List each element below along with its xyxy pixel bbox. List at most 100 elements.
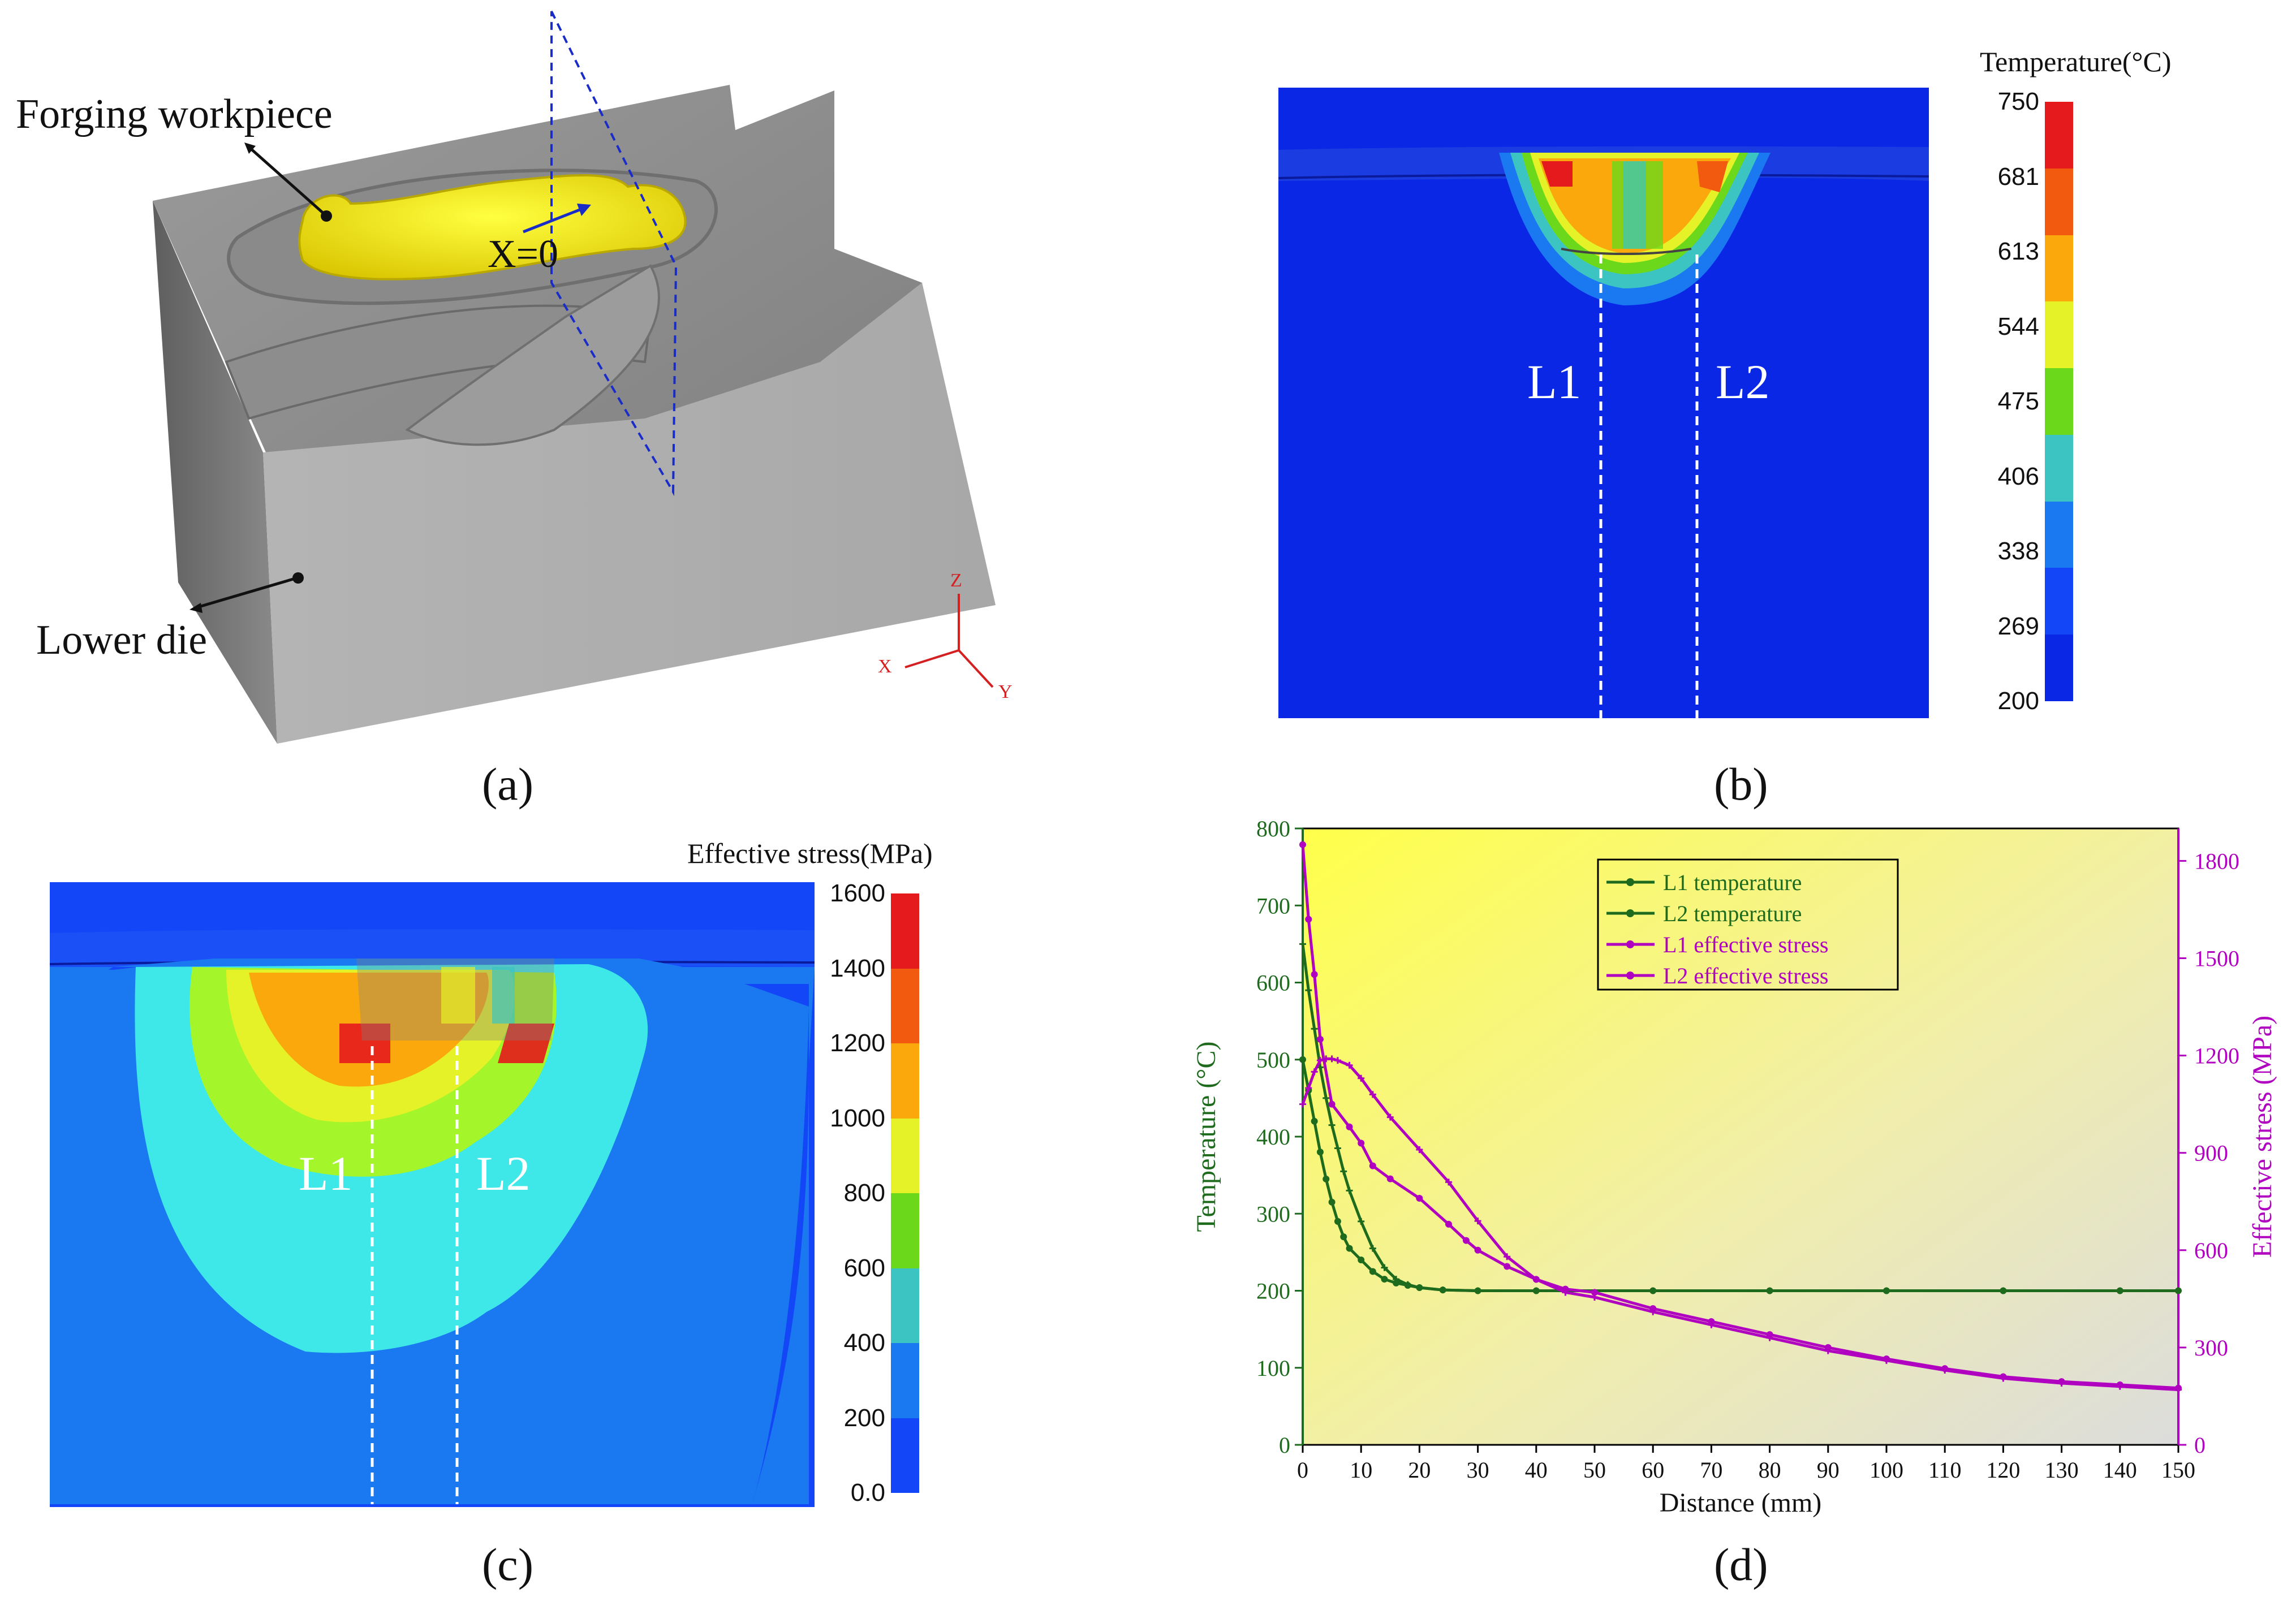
y-left-tick-label: 300 (1256, 1201, 1290, 1227)
x-tick-label: 120 (1986, 1457, 2020, 1483)
temperature-legend-swatch (2045, 368, 2073, 435)
temperature-legend-tick: 475 (1997, 387, 2039, 415)
series-point-3 (2058, 1380, 2065, 1387)
panel-a: Forging workpiece Lower die X=0 Z X Y (0, 0, 1075, 803)
series-point-0 (1340, 1233, 1347, 1241)
x-tick-label: 60 (1642, 1457, 1664, 1483)
series-point-2 (1346, 1123, 1353, 1130)
temperature-legend-tick: 406 (1997, 462, 2039, 490)
legend-ticks-b: 750 681 613 544 475 406 338 269 200 (1971, 88, 2039, 715)
series-point-3 (2116, 1383, 2123, 1390)
series-point-3 (1504, 1253, 1511, 1260)
series-point-1 (1439, 1286, 1446, 1294)
stress-legend-tick: 1600 (830, 879, 885, 907)
y-right-tick-label: 300 (2194, 1335, 2228, 1361)
series-point-3 (1323, 1055, 1330, 1063)
series-point-3 (1358, 1074, 1365, 1082)
die-pointer-dot (292, 572, 304, 584)
series-point-2 (1299, 841, 1306, 848)
series-point-3 (1562, 1289, 1569, 1296)
x-axis-title: Distance (mm) (1660, 1488, 1822, 1518)
temperature-legend-tick: 269 (1997, 612, 2039, 640)
legend-box (1597, 858, 1899, 991)
cutting-plane (550, 11, 678, 497)
series-point-1 (1334, 1145, 1341, 1152)
series-point-3 (1824, 1347, 1832, 1354)
temperature-legend-tick: 338 (1997, 537, 2039, 565)
temperature-legend-swatch (2045, 102, 2073, 169)
x-tick-label: 130 (2045, 1457, 2079, 1483)
temperature-legend-tick: 681 (1997, 162, 2039, 191)
legend-marker-0 (1626, 878, 1634, 886)
series-point-2 (1462, 1237, 1470, 1244)
series-point-3 (1369, 1091, 1376, 1098)
workpiece-pointer-head (244, 143, 256, 154)
series-point-3 (1649, 1308, 1657, 1315)
y-right-tick-label: 1500 (2194, 946, 2239, 971)
y-right-tick-label: 600 (2194, 1238, 2228, 1263)
plane-arrowhead (577, 204, 591, 216)
die-pointer (195, 576, 298, 610)
y-left-tick-label: 400 (1256, 1124, 1290, 1150)
series-point-2 (1316, 1035, 1324, 1043)
x-tick-label: 40 (1525, 1457, 1548, 1483)
series-point-1 (1883, 1287, 1890, 1294)
series-point-1 (1474, 1287, 1481, 1294)
stress-legend-swatch (891, 968, 919, 1043)
series-point-1 (2116, 1287, 2123, 1294)
legend-title-b: Temperature(°C) (1980, 46, 2172, 77)
series-point-3 (1766, 1334, 1773, 1341)
series-point-1 (1340, 1168, 1347, 1175)
legend-ticks-c: 1600 1400 1200 1000 800 600 400 200 0.0 (817, 879, 885, 1506)
series-point-3 (1311, 1068, 1318, 1076)
temperature-legend-swatch (2045, 501, 2073, 568)
x-tick-label: 70 (1700, 1457, 1722, 1483)
series-point-1 (1404, 1281, 1411, 1288)
series-point-2 (1311, 971, 1318, 978)
x-tick-label: 80 (1759, 1457, 1781, 1483)
series-point-0 (1369, 1268, 1376, 1275)
series-line-1 (1301, 944, 2178, 1292)
die-illustration (153, 11, 996, 744)
series-point-1 (1532, 1287, 1540, 1294)
series-point-3 (1334, 1057, 1341, 1064)
stress-legend-tick: 0.0 (850, 1479, 885, 1506)
series-point-1 (1358, 1218, 1365, 1225)
caption-a: (a) (482, 758, 534, 810)
stress-legend-tick: 400 (843, 1329, 885, 1357)
label-l2-c: L2 (476, 1146, 531, 1201)
die-side-face (153, 201, 277, 744)
y-axis-right-title: Effective stress (MPa) (2247, 1016, 2277, 1258)
series-point-0 (1346, 1245, 1353, 1252)
x-tick-label: 90 (1817, 1457, 1840, 1483)
plot-area (1302, 827, 2179, 1446)
series-point-3 (1386, 1113, 1394, 1121)
stress-contour (49, 882, 815, 1507)
series-point-1 (2000, 1287, 2007, 1294)
series-point-0 (1316, 1149, 1324, 1156)
y-left-tick-label: 200 (1256, 1279, 1290, 1304)
stress-legend-swatch (891, 1118, 919, 1193)
series-point-3 (1591, 1293, 1598, 1301)
series-point-0 (1381, 1276, 1388, 1283)
x-tick-label: 30 (1467, 1457, 1489, 1483)
label-l1-b: L1 (1527, 355, 1582, 409)
series-point-3 (1299, 1100, 1306, 1108)
chart-d-svg: 0 10 20 30 40 50 60 70 80 90 100 110 120 130 140 150010… (1191, 816, 2277, 1518)
legend-bar-b (2045, 102, 2073, 701)
legend-marker-2 (1626, 940, 1634, 948)
label-lower-die: Lower die (36, 617, 208, 663)
y-right-tick-label: 0 (2194, 1432, 2205, 1458)
y-right-tick-label: 1200 (2194, 1043, 2239, 1069)
temperature-legend-swatch (2045, 168, 2073, 235)
y-left-tick-label: 800 (1256, 816, 1290, 841)
series-point-2 (1504, 1263, 1511, 1270)
caption-b: (b) (1714, 758, 1768, 810)
x-tick-label: 110 (1928, 1457, 1962, 1483)
series-point-0 (1323, 1175, 1330, 1182)
x-tick-label: 150 (2161, 1457, 2195, 1483)
workpiece-pointer-dot (321, 210, 332, 222)
series-point-1 (1311, 1025, 1318, 1033)
x-tick-label: 100 (1869, 1457, 1903, 1483)
workpiece-pointer (248, 146, 326, 216)
